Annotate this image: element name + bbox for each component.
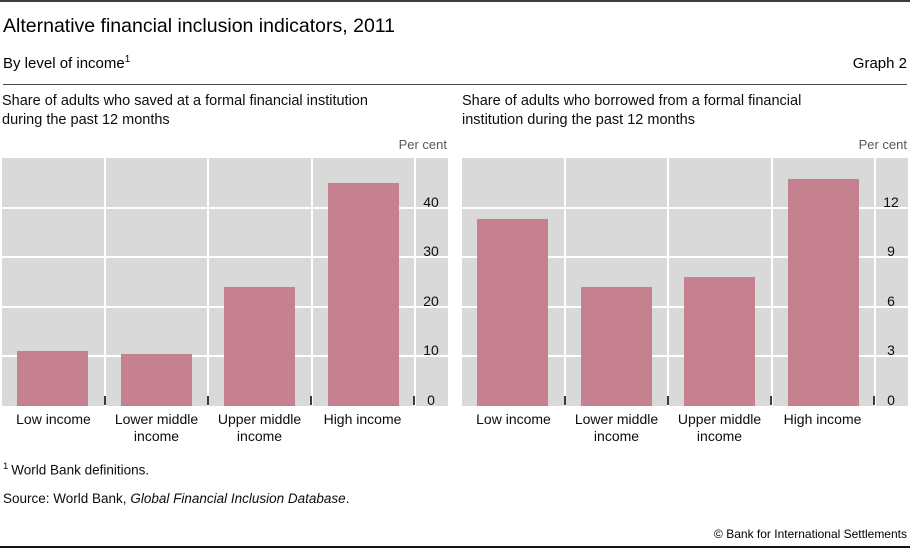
x-axis-tick xyxy=(413,395,415,405)
bar xyxy=(17,351,89,406)
bar xyxy=(120,353,192,406)
bar xyxy=(327,182,399,406)
y-tick-label: 20 xyxy=(423,292,439,309)
category-cell xyxy=(667,157,771,406)
category-cell xyxy=(310,157,415,406)
x-axis-tick xyxy=(667,395,669,405)
x-axis-tick xyxy=(873,395,875,405)
category-cell xyxy=(462,158,564,406)
category-cell xyxy=(103,157,208,406)
y-tick-label: 10 xyxy=(423,342,439,359)
source-prefix: Source: World Bank, xyxy=(3,490,131,506)
category-axis-spacer xyxy=(414,411,448,445)
category-label: Upper middle income xyxy=(677,410,762,444)
subtitle: By level of income1 xyxy=(3,54,131,73)
y-tick-label: 9 xyxy=(887,243,895,260)
y-gridline xyxy=(462,256,908,259)
bar xyxy=(684,276,756,406)
x-axis-tick xyxy=(207,395,209,405)
chart-title: Share of adults who saved at a formal fi… xyxy=(2,93,368,128)
bottom-rule xyxy=(0,546,910,548)
y-tick-label: 3 xyxy=(887,342,895,359)
category-label: Lower middle income xyxy=(574,410,659,444)
chart-borrowed: Share of adults who borrowed from a form… xyxy=(462,92,908,445)
graph-number: Graph 2 xyxy=(852,55,907,73)
y-gridline xyxy=(2,206,448,209)
category-cell xyxy=(563,157,668,406)
category-label: Upper middle income xyxy=(217,410,302,444)
bar xyxy=(477,219,549,406)
category-label: Lower middle income xyxy=(114,410,199,444)
subtitle-row: By level of income1 Graph 2 xyxy=(3,54,907,72)
footnote-marker: 1 xyxy=(3,461,9,473)
y-tick-label: 0 xyxy=(427,391,435,408)
page-title: Alternative financial inclusion indicato… xyxy=(3,15,396,37)
y-tick-label: 40 xyxy=(423,193,439,210)
footnote: 1 World Bank definitions. xyxy=(3,461,907,478)
footnote-text: World Bank definitions. xyxy=(11,462,150,478)
category-cell xyxy=(2,158,104,406)
plot-area: 0 10 20 30 40 xyxy=(2,157,448,408)
category-axis: Low income Lower middle income Upper middl… xyxy=(462,411,908,445)
bar xyxy=(224,286,296,406)
x-axis-tick xyxy=(310,395,312,405)
source-title: Global Financial Inclusion Database xyxy=(130,490,346,506)
bar xyxy=(580,286,652,406)
chart-title: Share of adults who borrowed from a form… xyxy=(462,93,802,128)
plot-cells xyxy=(462,157,875,406)
y-tick-label: 6 xyxy=(887,292,895,309)
axis-unit-label: Per cent xyxy=(858,136,907,152)
charts-row: Share of adults who saved at a formal fi… xyxy=(2,92,908,445)
source-suffix: . xyxy=(345,490,350,506)
y-gridline xyxy=(462,206,908,209)
y-gridline xyxy=(2,256,448,259)
y-tick-label: 30 xyxy=(423,243,439,260)
category-axis: Low income Lower middle income Upper middl… xyxy=(2,411,448,445)
x-axis-tick xyxy=(104,395,106,405)
y-tick-label: 0 xyxy=(887,391,895,408)
subtitle-footnote-marker: 1 xyxy=(124,54,131,66)
source-line: Source: World Bank, Global Financial Inc… xyxy=(3,491,907,506)
y-axis-label-strip: 0 3 6 9 12 xyxy=(874,157,908,408)
bar xyxy=(787,179,859,406)
category-label: High income xyxy=(323,410,402,427)
axis-unit-label: Per cent xyxy=(398,136,447,152)
plot-area: 0 3 6 9 12 xyxy=(462,157,908,408)
category-axis-spacer xyxy=(874,411,908,445)
header: Alternative financial inclusion indicato… xyxy=(3,15,907,86)
copyright-notice: © Bank for International Settlements xyxy=(714,527,907,541)
x-axis-tick xyxy=(770,395,772,405)
category-label: Low income xyxy=(16,410,91,427)
chart-saved: Share of adults who saved at a formal fi… xyxy=(2,92,448,445)
x-axis-tick xyxy=(564,395,566,405)
category-label: High income xyxy=(783,410,862,427)
plot-cells xyxy=(2,157,415,406)
category-cell xyxy=(770,157,875,406)
category-label: Low income xyxy=(476,410,551,427)
y-axis-label-strip: 0 10 20 30 40 xyxy=(414,157,448,408)
y-tick-label: 12 xyxy=(883,193,899,210)
category-cell xyxy=(207,157,311,406)
